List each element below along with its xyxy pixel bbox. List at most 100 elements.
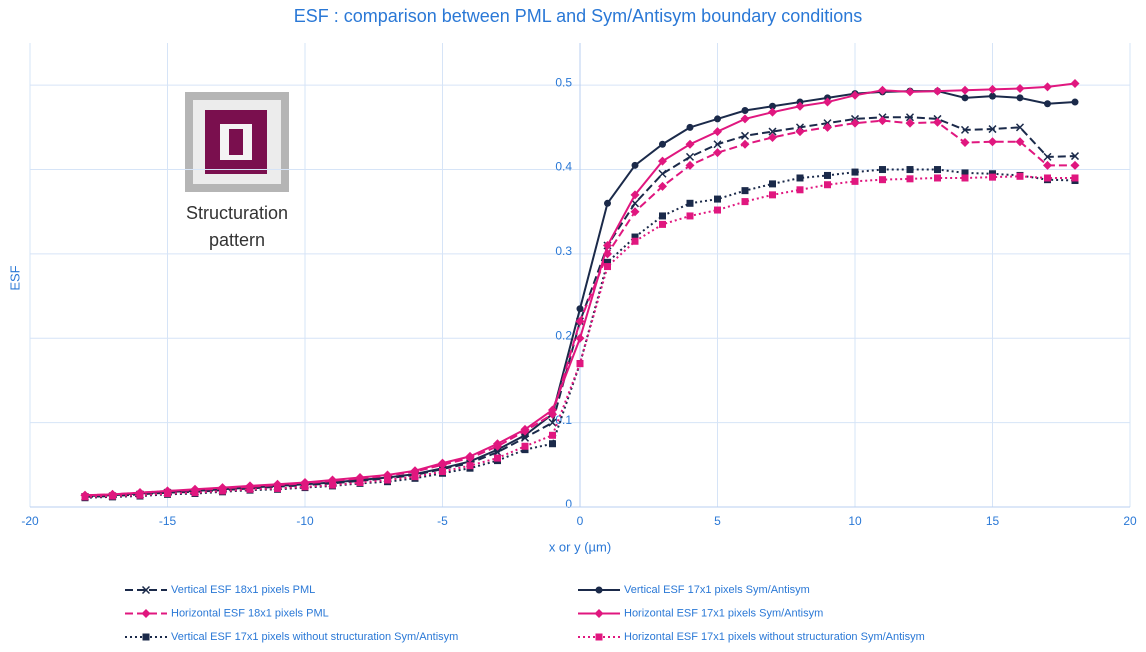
data-point — [905, 87, 915, 97]
x-tick-label: 15 — [986, 514, 1000, 528]
data-point — [549, 431, 556, 439]
y-tick-label: 0.5 — [555, 75, 572, 89]
chart-title: ESF : comparison between PML and Sym/Ant… — [294, 6, 863, 26]
data-point — [685, 160, 695, 170]
data-point — [934, 174, 941, 182]
data-point — [630, 207, 640, 217]
data-point — [329, 481, 336, 489]
data-point — [961, 94, 969, 102]
x-tick-label: -20 — [21, 514, 39, 528]
data-point — [384, 476, 391, 484]
data-point — [575, 333, 585, 343]
data-point — [631, 161, 639, 169]
data-point — [1016, 172, 1024, 180]
data-point — [988, 125, 997, 134]
data-point — [796, 174, 804, 182]
data-point — [933, 117, 942, 127]
data-point — [934, 166, 941, 174]
data-point — [824, 181, 831, 189]
x-tick-label: 10 — [848, 514, 862, 528]
legend-marker — [595, 586, 603, 594]
x-tick-label: -10 — [296, 514, 314, 528]
data-point — [658, 181, 667, 191]
data-point — [81, 493, 89, 501]
data-point — [548, 405, 557, 415]
data-point — [549, 440, 556, 448]
data-point — [1070, 152, 1080, 161]
data-point — [659, 140, 666, 148]
data-point — [604, 199, 611, 207]
data-point — [493, 439, 502, 449]
data-point — [1070, 160, 1080, 170]
data-point — [465, 451, 475, 461]
data-point — [989, 173, 996, 181]
data-point — [631, 233, 639, 241]
legend-marker — [141, 585, 151, 595]
legend-marker — [142, 633, 150, 641]
data-point — [960, 138, 970, 148]
data-point — [1070, 78, 1080, 88]
legend-label: Vertical ESF 17x1 pixels Sym/Antisym — [624, 584, 810, 596]
data-point — [1044, 174, 1051, 182]
x-tick-label: -5 — [437, 514, 448, 528]
data-point — [109, 492, 116, 500]
data-point — [933, 86, 942, 96]
legend-label: Horizontal ESF 17x1 pixels without struc… — [624, 631, 925, 643]
data-point — [686, 123, 694, 131]
data-point — [658, 156, 667, 166]
data-point — [1043, 160, 1052, 170]
data-point — [136, 491, 144, 499]
annotation: Structuration — [186, 203, 288, 223]
data-point — [769, 191, 776, 199]
x-tick-label: 0 — [577, 514, 584, 528]
data-point — [685, 139, 695, 149]
legend-marker — [594, 609, 604, 618]
data-point — [795, 127, 805, 137]
data-point — [714, 206, 721, 214]
data-point — [713, 127, 722, 137]
data-point — [714, 195, 721, 203]
data-point — [740, 139, 750, 149]
data-point — [301, 483, 309, 491]
data-point — [988, 137, 997, 147]
x-tick-label: 5 — [714, 514, 721, 528]
data-point — [824, 171, 831, 179]
data-point — [576, 360, 584, 368]
data-point — [576, 305, 584, 313]
data-point — [961, 169, 969, 177]
data-point — [658, 169, 667, 178]
data-point — [741, 198, 749, 206]
data-point — [905, 113, 915, 122]
data-point — [988, 84, 997, 94]
data-point — [630, 190, 640, 200]
data-point — [769, 102, 776, 110]
data-point — [960, 85, 970, 95]
data-point — [164, 490, 171, 498]
legend-marker — [595, 633, 603, 641]
data-point — [713, 140, 722, 149]
data-point — [1043, 152, 1052, 161]
data-point — [1015, 137, 1025, 147]
data-point — [411, 473, 419, 481]
data-point — [410, 466, 420, 476]
data-point — [685, 152, 695, 161]
legend-marker — [141, 609, 151, 618]
data-point — [851, 168, 859, 176]
data-point — [741, 187, 749, 195]
annotation: pattern — [209, 230, 265, 250]
data-point — [1015, 84, 1025, 94]
data-point — [769, 180, 776, 188]
x-tick-label: -15 — [159, 514, 177, 528]
data-point — [520, 424, 530, 434]
data-point — [850, 118, 860, 128]
data-point — [905, 118, 915, 128]
y-tick-label: 0.4 — [555, 160, 572, 174]
data-point — [274, 484, 281, 492]
data-point — [795, 101, 805, 111]
data-point — [713, 148, 722, 158]
data-point — [879, 166, 886, 174]
data-point — [740, 131, 750, 140]
data-point — [878, 116, 887, 126]
data-point — [768, 132, 777, 142]
